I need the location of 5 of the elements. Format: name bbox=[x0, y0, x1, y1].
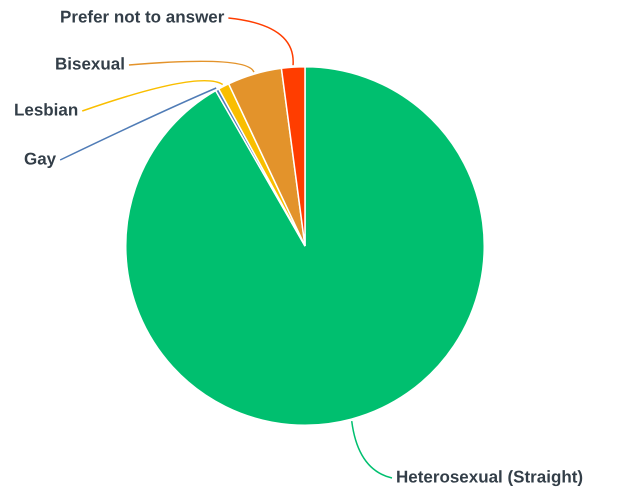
slice-label: Heterosexual (Straight) bbox=[396, 468, 584, 487]
slice-label: Bisexual bbox=[55, 54, 125, 74]
slice-label: Lesbian bbox=[14, 100, 78, 120]
slice-label: Gay bbox=[24, 150, 57, 169]
slice-label: Prefer not to answer bbox=[60, 8, 225, 27]
